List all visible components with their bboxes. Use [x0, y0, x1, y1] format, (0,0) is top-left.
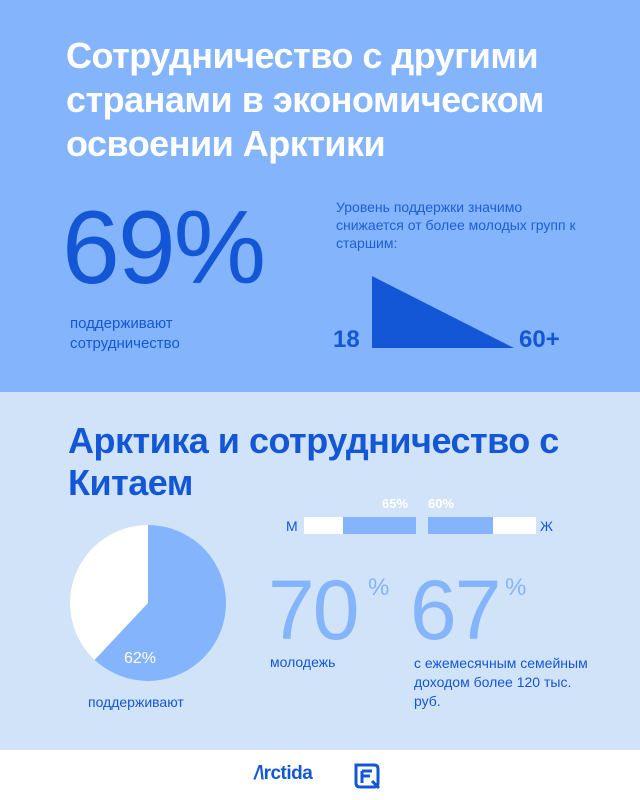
youth-stat-unit: %: [368, 574, 390, 601]
income-stat-value: 67: [410, 563, 501, 657]
support-stat-label: поддерживают сотрудничество: [70, 315, 180, 352]
support-pie-chart: [70, 525, 226, 681]
pie-slice-support: [94, 525, 226, 681]
youth-stat-value: 70: [268, 563, 359, 657]
age-start-label: 18: [333, 326, 360, 353]
female-support-bar: [428, 517, 536, 534]
gender-female-label: Ж: [540, 518, 553, 534]
gender-male-label: М: [286, 518, 298, 534]
age-end-label: 60+: [519, 326, 560, 353]
top-section: Сотрудничество с другими странами в экон…: [0, 0, 640, 392]
female-support-fill: [428, 517, 493, 534]
male-support-bar: [304, 517, 416, 534]
trend-description: Уровень поддержки значимо снижается от б…: [336, 199, 576, 251]
male-support-fill: [343, 517, 416, 534]
section1-title: Сотрудничество с другими странами в экон…: [66, 35, 544, 164]
male-support-value: 65%: [382, 496, 409, 511]
arctida-logo: /\rctida: [254, 763, 313, 785]
section2-title: Арктика и сотрудничество с Китаем: [68, 420, 559, 503]
pie-caption: поддерживают: [88, 694, 184, 710]
youth-stat-caption: молодежь: [270, 654, 336, 670]
income-stat-caption: с ежемесячным семейным доходом более 120…: [414, 655, 588, 709]
footer: [0, 750, 640, 800]
support-stat-value: 69%: [62, 190, 266, 306]
female-support-value: 60%: [428, 496, 455, 511]
arctida-logo-text: rctida: [263, 763, 313, 784]
arctida-logo-mark: /\: [254, 763, 264, 784]
declining-triangle: [372, 276, 514, 348]
income-stat-unit: %: [505, 574, 527, 601]
pie-percent-label: 62%: [124, 650, 157, 667]
partner-logo-icon: [354, 763, 381, 790]
